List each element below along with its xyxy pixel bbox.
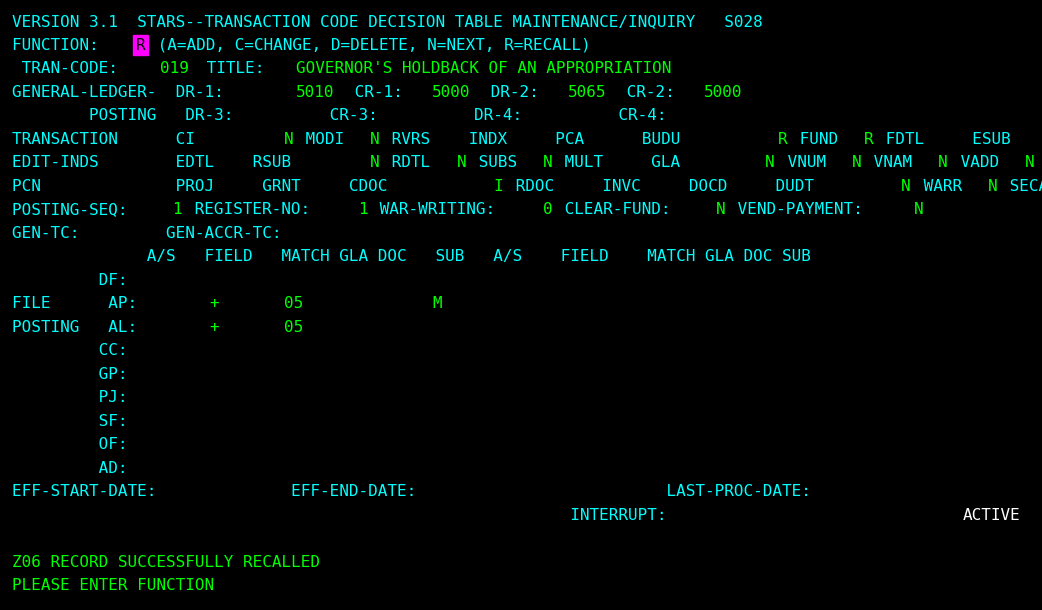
Text: N: N <box>456 156 466 170</box>
Text: N: N <box>938 156 948 170</box>
Text: FUND: FUND <box>790 132 848 147</box>
Text: POSTING-SEQ:: POSTING-SEQ: <box>13 203 138 217</box>
Text: CLEAR-FUND:: CLEAR-FUND: <box>555 203 680 217</box>
Text: TITLE:: TITLE: <box>197 61 274 76</box>
Text: 5010: 5010 <box>296 85 334 100</box>
Text: I: I <box>494 179 503 194</box>
Text: OF:: OF: <box>13 437 127 452</box>
Text: WARR: WARR <box>914 179 971 194</box>
Text: N: N <box>851 156 862 170</box>
Text: N: N <box>901 179 911 194</box>
Text: 1: 1 <box>173 203 182 217</box>
Text: N: N <box>988 179 997 194</box>
Text: REGISTER-NO:: REGISTER-NO: <box>184 203 320 217</box>
Text: 1: 1 <box>357 203 368 217</box>
Text: PLEASE ENTER FUNCTION: PLEASE ENTER FUNCTION <box>13 578 214 594</box>
Text: N: N <box>370 156 379 170</box>
Text: N: N <box>283 132 294 147</box>
Text: FUNCTION:: FUNCTION: <box>13 38 108 52</box>
Text: R: R <box>135 38 145 52</box>
Text: (A=ADD, C=CHANGE, D=DELETE, N=NEXT, R=RECALL): (A=ADD, C=CHANGE, D=DELETE, N=NEXT, R=RE… <box>148 38 591 52</box>
Text: INTERRUPT:: INTERRUPT: <box>13 508 801 523</box>
Text: TRANSACTION      CI: TRANSACTION CI <box>13 132 233 147</box>
Text: VERSION 3.1  STARS--TRANSACTION CODE DECISION TABLE MAINTENANCE/INQUIRY   S028: VERSION 3.1 STARS--TRANSACTION CODE DECI… <box>13 14 763 29</box>
Text: SECA: SECA <box>1000 179 1042 194</box>
Text: Z06 RECORD SUCCESSFULLY RECALLED: Z06 RECORD SUCCESSFULLY RECALLED <box>13 554 320 570</box>
Text: GEN-TC:         GEN-ACCR-TC:: GEN-TC: GEN-ACCR-TC: <box>13 226 281 241</box>
Text: VADD: VADD <box>950 156 1009 170</box>
Text: N: N <box>766 156 775 170</box>
Text: CR-2:: CR-2: <box>617 85 685 100</box>
Text: A/S   FIELD   MATCH GLA DOC   SUB   A/S    FIELD    MATCH GLA DOC SUB: A/S FIELD MATCH GLA DOC SUB A/S FIELD MA… <box>13 249 811 264</box>
Text: EFF-START-DATE:              EFF-END-DATE:                          LAST-PROC-DA: EFF-START-DATE: EFF-END-DATE: LAST-PROC-… <box>13 484 820 499</box>
Text: POSTING   DR-3:          CR-3:          DR-4:          CR-4:: POSTING DR-3: CR-3: DR-4: CR-4: <box>13 108 667 123</box>
Text: 05: 05 <box>283 320 303 335</box>
Text: GOVERNOR'S HOLDBACK OF AN APPROPRIATION: GOVERNOR'S HOLDBACK OF AN APPROPRIATION <box>296 61 671 76</box>
Text: DF:: DF: <box>13 273 127 288</box>
Text: MODI: MODI <box>296 132 354 147</box>
Text: WAR-WRITING:: WAR-WRITING: <box>370 203 505 217</box>
Text: N: N <box>914 203 923 217</box>
Text: N: N <box>370 132 379 147</box>
Text: RVRS    INDX     PCA      BUDU: RVRS INDX PCA BUDU <box>382 132 691 147</box>
Text: 019: 019 <box>160 61 189 76</box>
Text: N: N <box>543 156 552 170</box>
Text: VEND-PAYMENT:: VEND-PAYMENT: <box>728 203 872 217</box>
Text: FDTL     ESUB: FDTL ESUB <box>876 132 1011 147</box>
Text: M: M <box>431 296 442 311</box>
Text: 5000: 5000 <box>703 85 742 100</box>
Text: R: R <box>777 132 788 147</box>
Text: RDTL: RDTL <box>382 156 441 170</box>
Text: RDOC     INVC     DOCD     DUDT: RDOC INVC DOCD DUDT <box>506 179 823 194</box>
Text: GENERAL-LEDGER-  DR-1:: GENERAL-LEDGER- DR-1: <box>13 85 233 100</box>
Text: EDIT-INDS        EDTL    RSUB: EDIT-INDS EDTL RSUB <box>13 156 301 170</box>
Text: 5000: 5000 <box>431 85 470 100</box>
Text: 0: 0 <box>543 203 552 217</box>
Text: 5065: 5065 <box>568 85 606 100</box>
Text: TRAN-CODE:: TRAN-CODE: <box>13 61 127 76</box>
Text: ACTIVE: ACTIVE <box>963 508 1021 523</box>
Text: PCN              PROJ     GRNT     CDOC: PCN PROJ GRNT CDOC <box>13 179 397 194</box>
Text: GP:: GP: <box>13 367 127 382</box>
Text: MULT     GLA: MULT GLA <box>555 156 719 170</box>
Text: PJ:: PJ: <box>13 390 127 405</box>
Text: N: N <box>1024 156 1035 170</box>
Text: R: R <box>864 132 874 147</box>
Text: 05: 05 <box>283 296 303 311</box>
Text: VNUM: VNUM <box>777 156 836 170</box>
Text: SUBS: SUBS <box>469 156 526 170</box>
Text: FILE      AP:: FILE AP: <box>13 296 166 311</box>
Text: DR-2:: DR-2: <box>481 85 549 100</box>
Text: CC:: CC: <box>13 343 127 358</box>
Text: AD:: AD: <box>13 461 127 476</box>
Text: POSTING   AL:: POSTING AL: <box>13 320 166 335</box>
Text: CR-1:: CR-1: <box>346 85 413 100</box>
Text: SF:: SF: <box>13 414 127 429</box>
Text: +: + <box>209 320 219 335</box>
Text: VNAM: VNAM <box>864 156 922 170</box>
Text: +: + <box>209 296 219 311</box>
Text: N: N <box>716 203 725 217</box>
